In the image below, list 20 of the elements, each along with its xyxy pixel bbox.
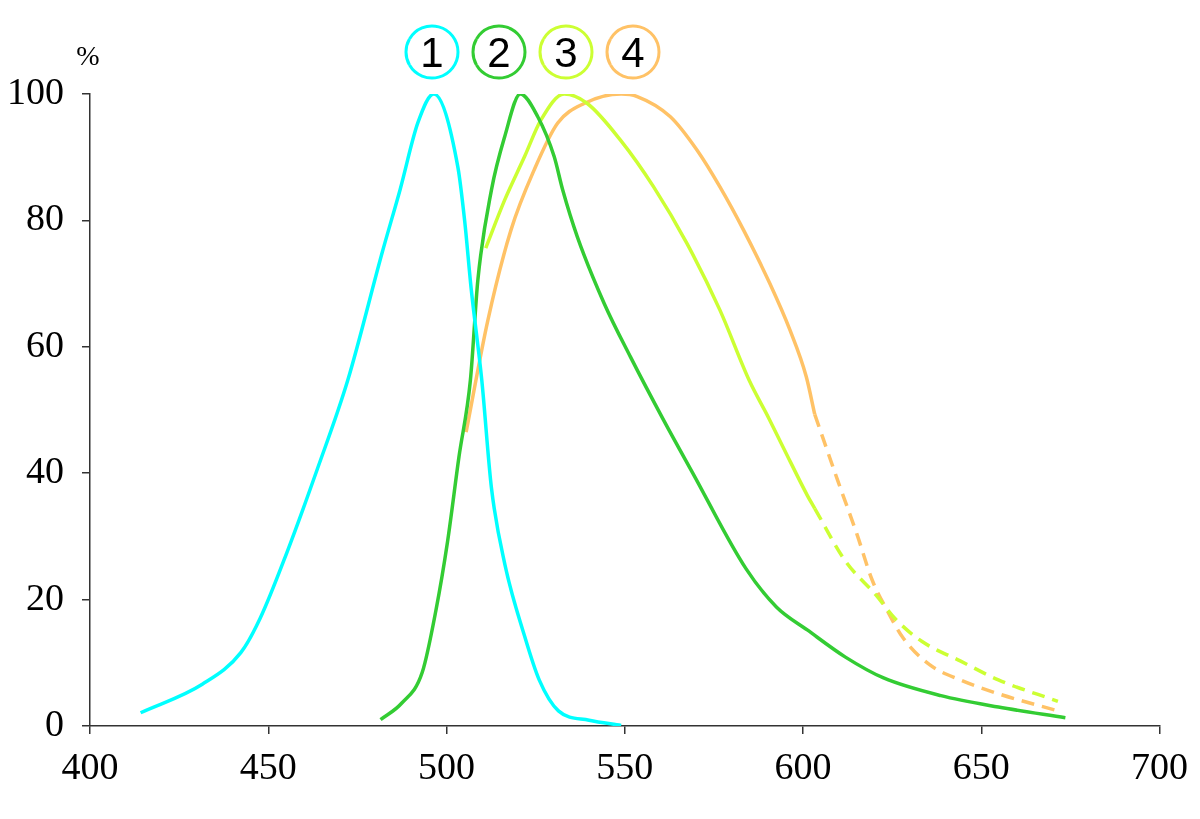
x-tick-label: 600: [774, 744, 832, 787]
legend-label: 2: [487, 29, 511, 76]
x-tick-label: 450: [239, 744, 297, 787]
legend-label: 4: [621, 29, 645, 76]
x-tick-label: 700: [1131, 744, 1188, 787]
y-tick-label: 20: [26, 575, 64, 618]
x-tick-label: 650: [952, 744, 1010, 787]
line-series: [378, 94, 1068, 722]
y-tick-label: 40: [26, 449, 64, 492]
y-tick-label: 80: [26, 196, 64, 239]
line-series: [138, 94, 623, 726]
legend-label: 3: [554, 29, 578, 76]
y-tick-label: 60: [26, 322, 64, 365]
y-tick-label: 100: [7, 69, 64, 112]
legend-label: 1: [420, 29, 444, 76]
y-axis-title: %: [76, 40, 100, 72]
x-tick-label: 400: [61, 744, 119, 787]
x-tick-label: 550: [596, 744, 654, 787]
x-tick-label: 500: [418, 744, 475, 787]
y-tick-label: 0: [45, 701, 64, 744]
